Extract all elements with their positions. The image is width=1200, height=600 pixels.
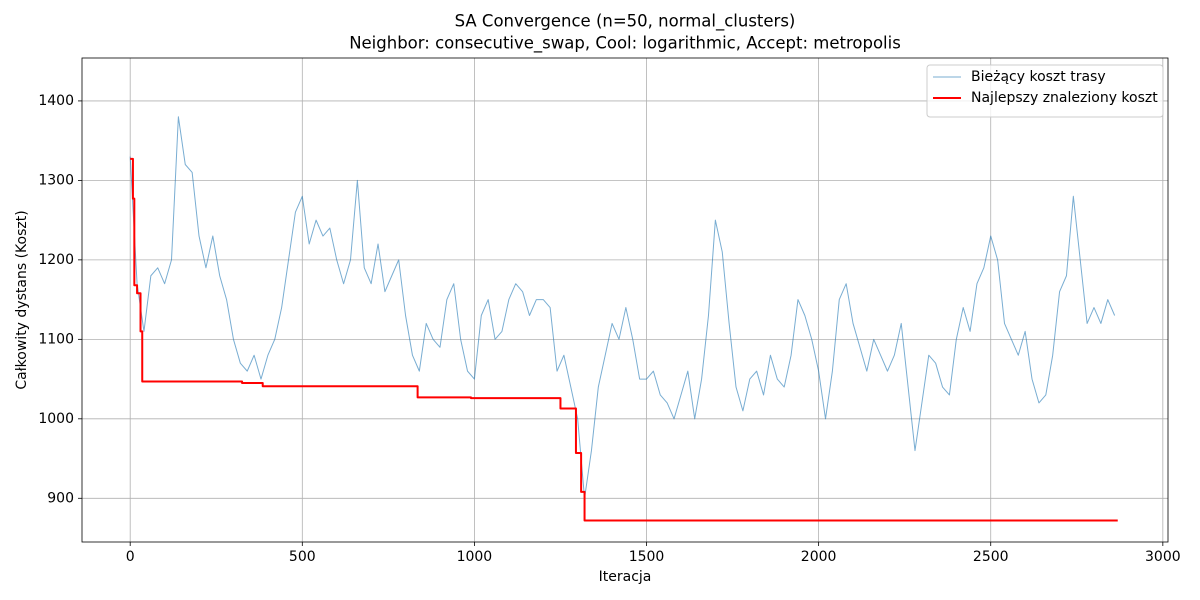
x-tick-label: 1500 [629,549,665,565]
series-line [129,116,1116,499]
series-line [130,157,1118,522]
y-tick-label: 1400 [38,93,74,109]
x-tick-label: 0 [126,549,135,565]
legend-label: Najlepszy znaleziony koszt [971,90,1158,106]
y-tick-label: 1100 [38,331,74,347]
x-axis-label: Iteracja [599,569,652,585]
x-tick-label: 1000 [457,549,493,565]
y-axis-label: Całkowity dystans (Koszt) [14,210,30,389]
legend-box [926,64,1164,118]
y-tick-label: 900 [47,490,74,506]
plot-frame [81,57,1169,543]
y-tick-label: 1200 [38,252,74,268]
x-tick-label: 2500 [973,549,1009,565]
chart-subtitle: Neighbor: consecutive_swap, Cool: logari… [349,34,901,54]
x-tick-label: 2000 [801,549,837,565]
x-tick-label: 500 [289,549,316,565]
y-tick-label: 1000 [38,411,74,427]
x-tick-label: 3000 [1145,549,1181,565]
chart-title: SA Convergence (n=50, normal_clusters) [455,12,796,32]
y-tick-label: 1300 [38,172,74,188]
legend-label: Bieżący koszt trasy [971,69,1106,85]
